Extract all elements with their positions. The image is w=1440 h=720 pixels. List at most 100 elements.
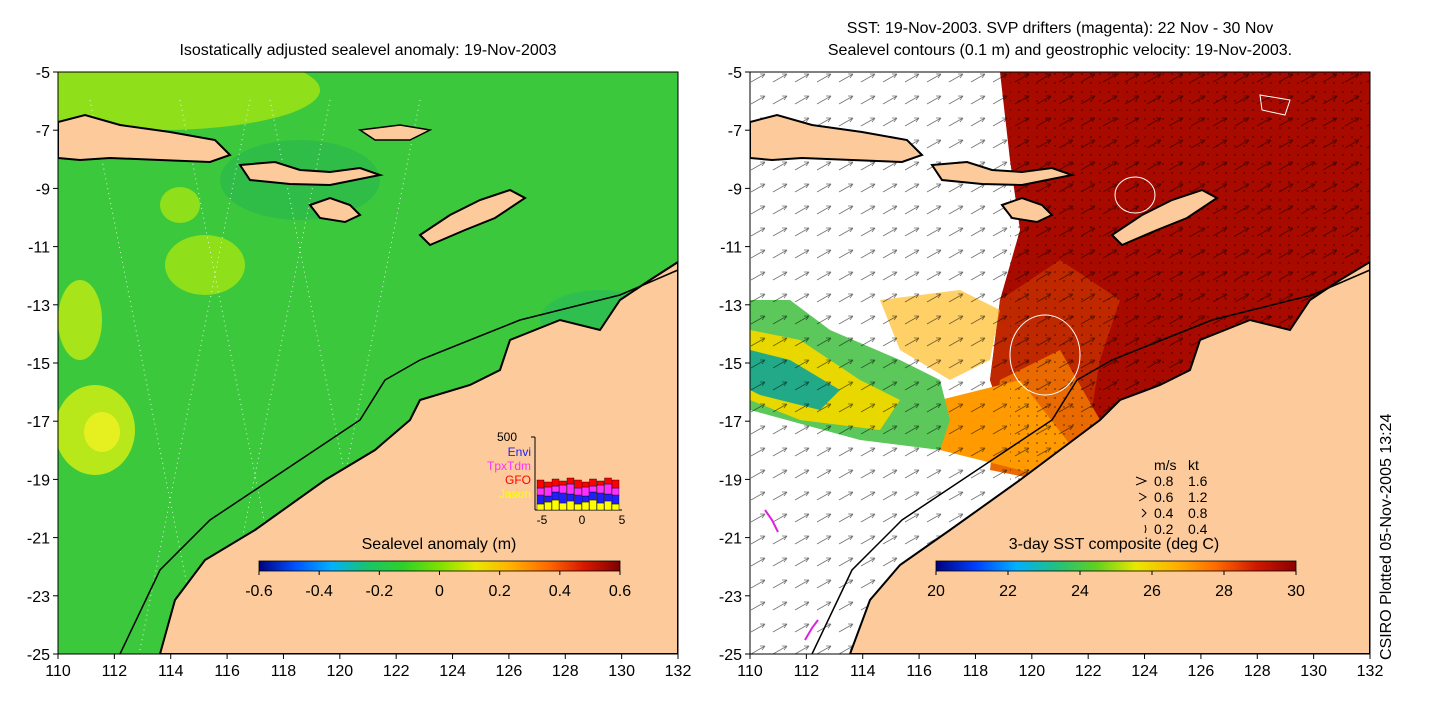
inset-bar-segment [566,500,575,511]
left-colorbar-tick-label--0.4: -0.4 [305,583,333,600]
left-lat-label--15: -15 [27,356,50,373]
velocity-legend-ms-0.6: 0.6 [1154,489,1174,505]
left-lat-label--9: -9 [36,181,50,198]
right-lon-label-114: 114 [850,663,876,680]
right-lon-label-128: 128 [1244,663,1271,680]
inset-bar-segment [589,485,597,493]
inset-bar-segment [551,478,560,487]
right-lat-label--17: -17 [719,414,742,431]
left-lon-label-124: 124 [439,663,466,680]
velocity-legend-kt-1.6: 1.6 [1188,473,1208,489]
sealevel-contours [1009,94,1291,396]
anomaly-peak-west [84,412,120,452]
left-colorbar: Sealevel anomaly (m) -0.6 -0.4 -0.2 0 0.2 0.4… [245,536,631,600]
inset-bar-segment [559,480,567,486]
right-axes: 110 112 114 116 118 120 122 124 126 128 130 132 -5 -7… [719,65,1384,680]
inset-xtick-5: 5 [619,513,626,527]
land-java [58,113,232,164]
left-lon-label-118: 118 [271,663,297,680]
inset-bar-segment [604,500,612,511]
inset-bar-segment [551,491,560,501]
left-lat-label--25: -25 [27,647,50,664]
left-lat-label--5: -5 [36,65,50,82]
right-lon-label-126: 126 [1188,663,1215,680]
drifter-track-2 [804,619,819,641]
inset-bar-segment [544,501,552,511]
inset-bar-segment [604,477,612,485]
inset-bar-segment [574,487,582,496]
right-lon-label-132: 132 [1357,663,1384,680]
inset-bar-segment [544,495,552,503]
velocity-legend-header-kt: kt [1188,457,1199,473]
right-lon-label-118: 118 [963,663,989,680]
left-lat-label--17: -17 [27,414,50,431]
inset-bar-segment [566,493,575,502]
land-australia [158,260,678,654]
inset-bar-segment [596,484,605,494]
anomaly-high-edge [58,280,102,360]
inset-legend-jason: Jason [499,487,531,501]
inset-bar-segment [596,502,605,511]
velocity-legend-kt-1.2: 1.2 [1188,489,1208,505]
inset-legend-tpxtdm: TpxTdm [487,459,531,473]
left-colorbar-label: Sealevel anomaly (m) [362,536,517,553]
anomaly-high-central [165,235,245,295]
inset-xtick-0: 0 [579,513,586,527]
anomaly-high-north [58,72,320,130]
inset-bar-segment [581,495,590,503]
land-australia-right [848,260,1370,654]
inset-bar-segment [589,499,597,511]
inset-bar-segment [596,492,605,504]
drifter-track-1 [764,509,779,533]
inset-bar-segment [589,491,597,501]
right-lat-label--19: -19 [719,472,742,489]
velocity-legend-ms-0.8: 0.8 [1154,473,1174,489]
velocity-legend: m/s kt 0.8 1.60.6 1.20.4 0.80.2 0.4 [1135,457,1208,537]
right-lon-label-116: 116 [906,663,932,680]
left-lon-label-110: 110 [45,663,71,680]
inset-bar-segment [589,478,597,487]
inset-bar-segment [596,480,605,486]
sst-map [750,72,1370,654]
inset-bar-segment [604,483,612,495]
inset-bar-segment [559,492,567,504]
right-lon-label-120: 120 [1018,663,1045,680]
left-lat-label--19: -19 [27,472,50,489]
velocity-legend-arrow-0.6 [1138,492,1148,502]
inset-bar-segment [604,493,612,502]
left-colorbar-tick-label-0.2: 0.2 [489,583,511,600]
right-colorbar-tick-label-26: 26 [1143,583,1161,600]
left-lon-label-114: 114 [158,663,184,680]
inset-legend-envi: Envi [508,445,531,459]
inset-bar-segment [611,487,620,496]
left-lat-label--21: -21 [27,531,50,548]
left-colorbar-ramp [258,560,621,572]
inset-xticks: -5 0 5 [537,513,626,527]
left-colorbar-tick-label-0.6: 0.6 [609,583,631,600]
right-colorbar-tick-label-28: 28 [1215,583,1233,600]
left-lat-label--23: -23 [27,589,50,606]
right-colorbar-tick-label-24: 24 [1071,583,1089,600]
inset-bar-segment [611,494,620,505]
right-lat-label--5: -5 [728,65,742,82]
right-lon-label-112: 112 [794,663,820,680]
shelf-contour-line-right [811,269,1370,654]
left-lon-label-126: 126 [496,663,523,680]
shelf-contour-line [119,269,678,654]
left-colorbar-tick-label--0.2: -0.2 [366,583,394,600]
land-nusa-tenggara [238,160,384,187]
inset-bar-segment [559,484,567,494]
inset-bar-segment [574,503,582,511]
inset-bar-segment [551,499,560,511]
right-colorbar-tick-label-30: 30 [1287,583,1305,600]
inset-ytick-label: 500 [497,430,517,444]
inset-bar-segment [574,494,582,505]
inset-bar-segment [536,494,545,505]
inset-bar-segment [544,481,552,488]
inset-bar-segment [574,479,582,489]
inset-bar-segment [581,481,590,488]
inset-legend-gfo: GFO [505,473,531,487]
